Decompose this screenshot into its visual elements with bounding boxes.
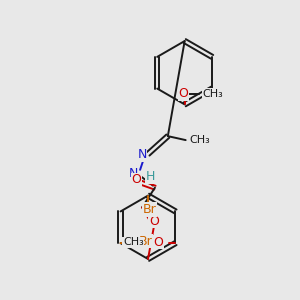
Text: H: H <box>145 170 155 183</box>
Text: Br: Br <box>143 203 157 216</box>
Text: CH₃: CH₃ <box>123 237 144 247</box>
Text: Br: Br <box>138 235 152 248</box>
Text: O: O <box>131 173 141 186</box>
Text: O: O <box>149 215 159 228</box>
Text: CH₃: CH₃ <box>190 135 210 145</box>
Text: CH₃: CH₃ <box>202 88 223 98</box>
Text: N: N <box>128 167 138 180</box>
Text: O: O <box>154 236 164 249</box>
Text: O: O <box>179 87 189 100</box>
Text: N: N <box>137 148 147 161</box>
